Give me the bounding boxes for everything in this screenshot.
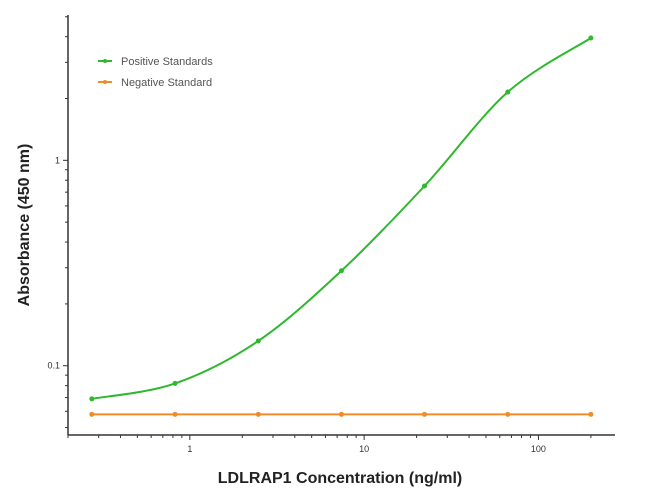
series-layer <box>89 35 594 417</box>
x-tick-label: 1 <box>187 444 192 454</box>
data-point-negative <box>421 411 427 417</box>
series-line-positive <box>91 37 592 400</box>
data-point-positive <box>172 380 178 386</box>
data-point-positive <box>89 396 95 402</box>
data-point-positive <box>421 183 427 189</box>
x-tick-label: 10 <box>359 444 369 454</box>
data-point-positive <box>338 268 344 274</box>
data-point-positive <box>588 35 594 41</box>
y-axis-title: Absorbance (450 nm) <box>16 144 33 307</box>
data-point-negative <box>255 411 261 417</box>
y-tick-label: 1 <box>55 155 60 165</box>
legend-marker-positive <box>103 59 107 63</box>
legend-label-negative: Negative Standard <box>121 77 212 89</box>
data-point-negative <box>172 411 178 417</box>
axes: 1 10 100 0.1 1 <box>47 15 615 454</box>
data-point-negative <box>89 411 95 417</box>
legend-marker-negative <box>103 80 107 84</box>
data-point-negative <box>338 411 344 417</box>
legend-label-positive: Positive Standards <box>121 56 213 68</box>
data-point-negative <box>588 411 594 417</box>
data-point-positive <box>255 338 261 344</box>
y-tick-label: 0.1 <box>47 361 60 371</box>
x-axis-title: LDLRAP1 Concentration (ng/ml) <box>218 470 462 487</box>
data-point-negative <box>505 411 511 417</box>
x-tick-label: 100 <box>531 444 546 454</box>
legend: Positive Standards Negative Standard <box>98 56 213 89</box>
data-point-positive <box>505 89 511 95</box>
